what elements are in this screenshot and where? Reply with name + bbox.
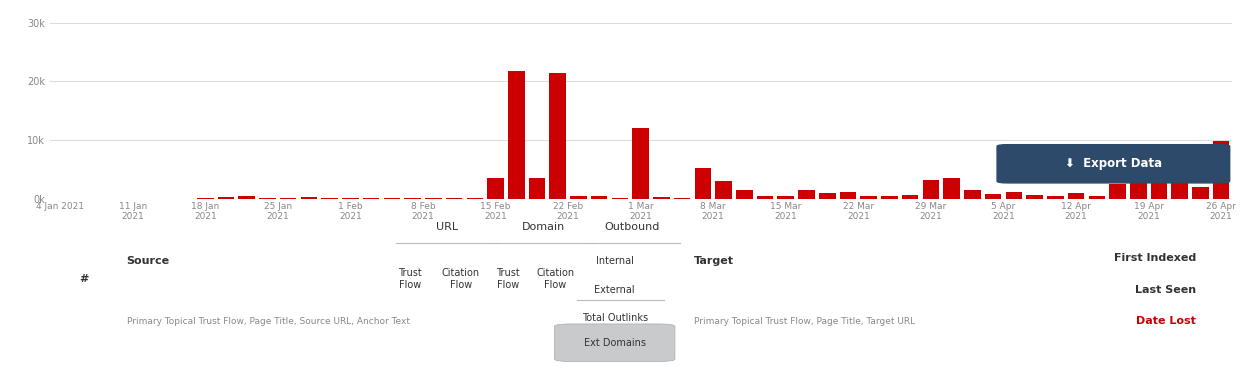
Bar	[383, 198, 401, 199]
Bar	[881, 196, 898, 199]
Text: Source: Source	[127, 256, 169, 266]
Bar	[923, 180, 939, 199]
Bar	[591, 196, 607, 199]
Bar	[861, 196, 877, 199]
FancyBboxPatch shape	[998, 145, 1230, 183]
Text: Primary Topical Trust Flow, Page Title, Source URL, Anchor Text: Primary Topical Trust Flow, Page Title, …	[127, 317, 409, 326]
Text: Trust
Flow: Trust Flow	[496, 268, 520, 290]
Text: Ext Domains: Ext Domains	[583, 338, 646, 348]
Text: Citation
Flow: Citation Flow	[536, 268, 575, 290]
Bar	[1172, 168, 1188, 199]
Bar	[653, 197, 669, 199]
Bar	[529, 178, 545, 199]
Bar	[301, 197, 317, 199]
Bar	[239, 196, 255, 199]
Bar	[756, 196, 774, 199]
Bar	[819, 193, 836, 199]
Text: Outbound: Outbound	[605, 222, 661, 232]
Text: First Indexed: First Indexed	[1113, 253, 1197, 263]
Bar	[488, 178, 504, 199]
Bar	[218, 197, 234, 199]
Bar	[964, 190, 980, 199]
Bar	[799, 190, 815, 199]
Bar	[1110, 184, 1126, 199]
Bar	[943, 178, 960, 199]
Bar	[694, 168, 712, 199]
Bar	[363, 198, 379, 199]
Bar	[1047, 196, 1064, 199]
Text: Internal: Internal	[596, 256, 633, 266]
Bar	[425, 198, 442, 199]
Bar	[1026, 195, 1042, 199]
Text: #: #	[80, 274, 88, 284]
Text: Date Lost: Date Lost	[1136, 317, 1197, 326]
Bar	[1005, 192, 1023, 199]
Bar	[321, 198, 338, 199]
Bar	[342, 198, 358, 199]
Bar	[778, 196, 794, 199]
Bar	[1151, 167, 1167, 199]
Bar	[1088, 196, 1105, 199]
Text: Domain: Domain	[522, 222, 565, 232]
Bar	[197, 198, 214, 199]
Bar	[259, 198, 276, 199]
Text: URL: URL	[437, 222, 459, 232]
Bar	[1192, 187, 1209, 199]
Bar	[280, 198, 296, 199]
Text: ⬇  Export Data: ⬇ Export Data	[1065, 157, 1162, 170]
Text: Total Outlinks: Total Outlinks	[582, 313, 648, 323]
FancyBboxPatch shape	[555, 324, 675, 362]
Text: External: External	[595, 285, 634, 295]
Text: Target: Target	[694, 256, 734, 266]
Bar	[550, 72, 566, 199]
Bar	[985, 194, 1001, 199]
Bar	[1067, 193, 1085, 199]
Bar	[508, 71, 525, 199]
Bar	[840, 192, 856, 199]
Text: Last Seen: Last Seen	[1135, 285, 1197, 295]
Text: Primary Topical Trust Flow, Page Title, Target URL: Primary Topical Trust Flow, Page Title, …	[694, 317, 916, 326]
Bar	[466, 198, 483, 199]
Bar	[674, 198, 690, 199]
Bar	[1130, 183, 1147, 199]
Bar	[445, 198, 463, 199]
Bar	[632, 128, 649, 199]
Bar	[736, 190, 753, 199]
Text: Trust
Flow: Trust Flow	[398, 268, 422, 290]
Bar	[1213, 141, 1229, 199]
Bar	[570, 196, 587, 199]
Bar	[902, 195, 918, 199]
Bar	[612, 198, 628, 199]
Text: Citation
Flow: Citation Flow	[442, 268, 480, 290]
Bar	[715, 181, 731, 199]
Bar	[404, 198, 420, 199]
